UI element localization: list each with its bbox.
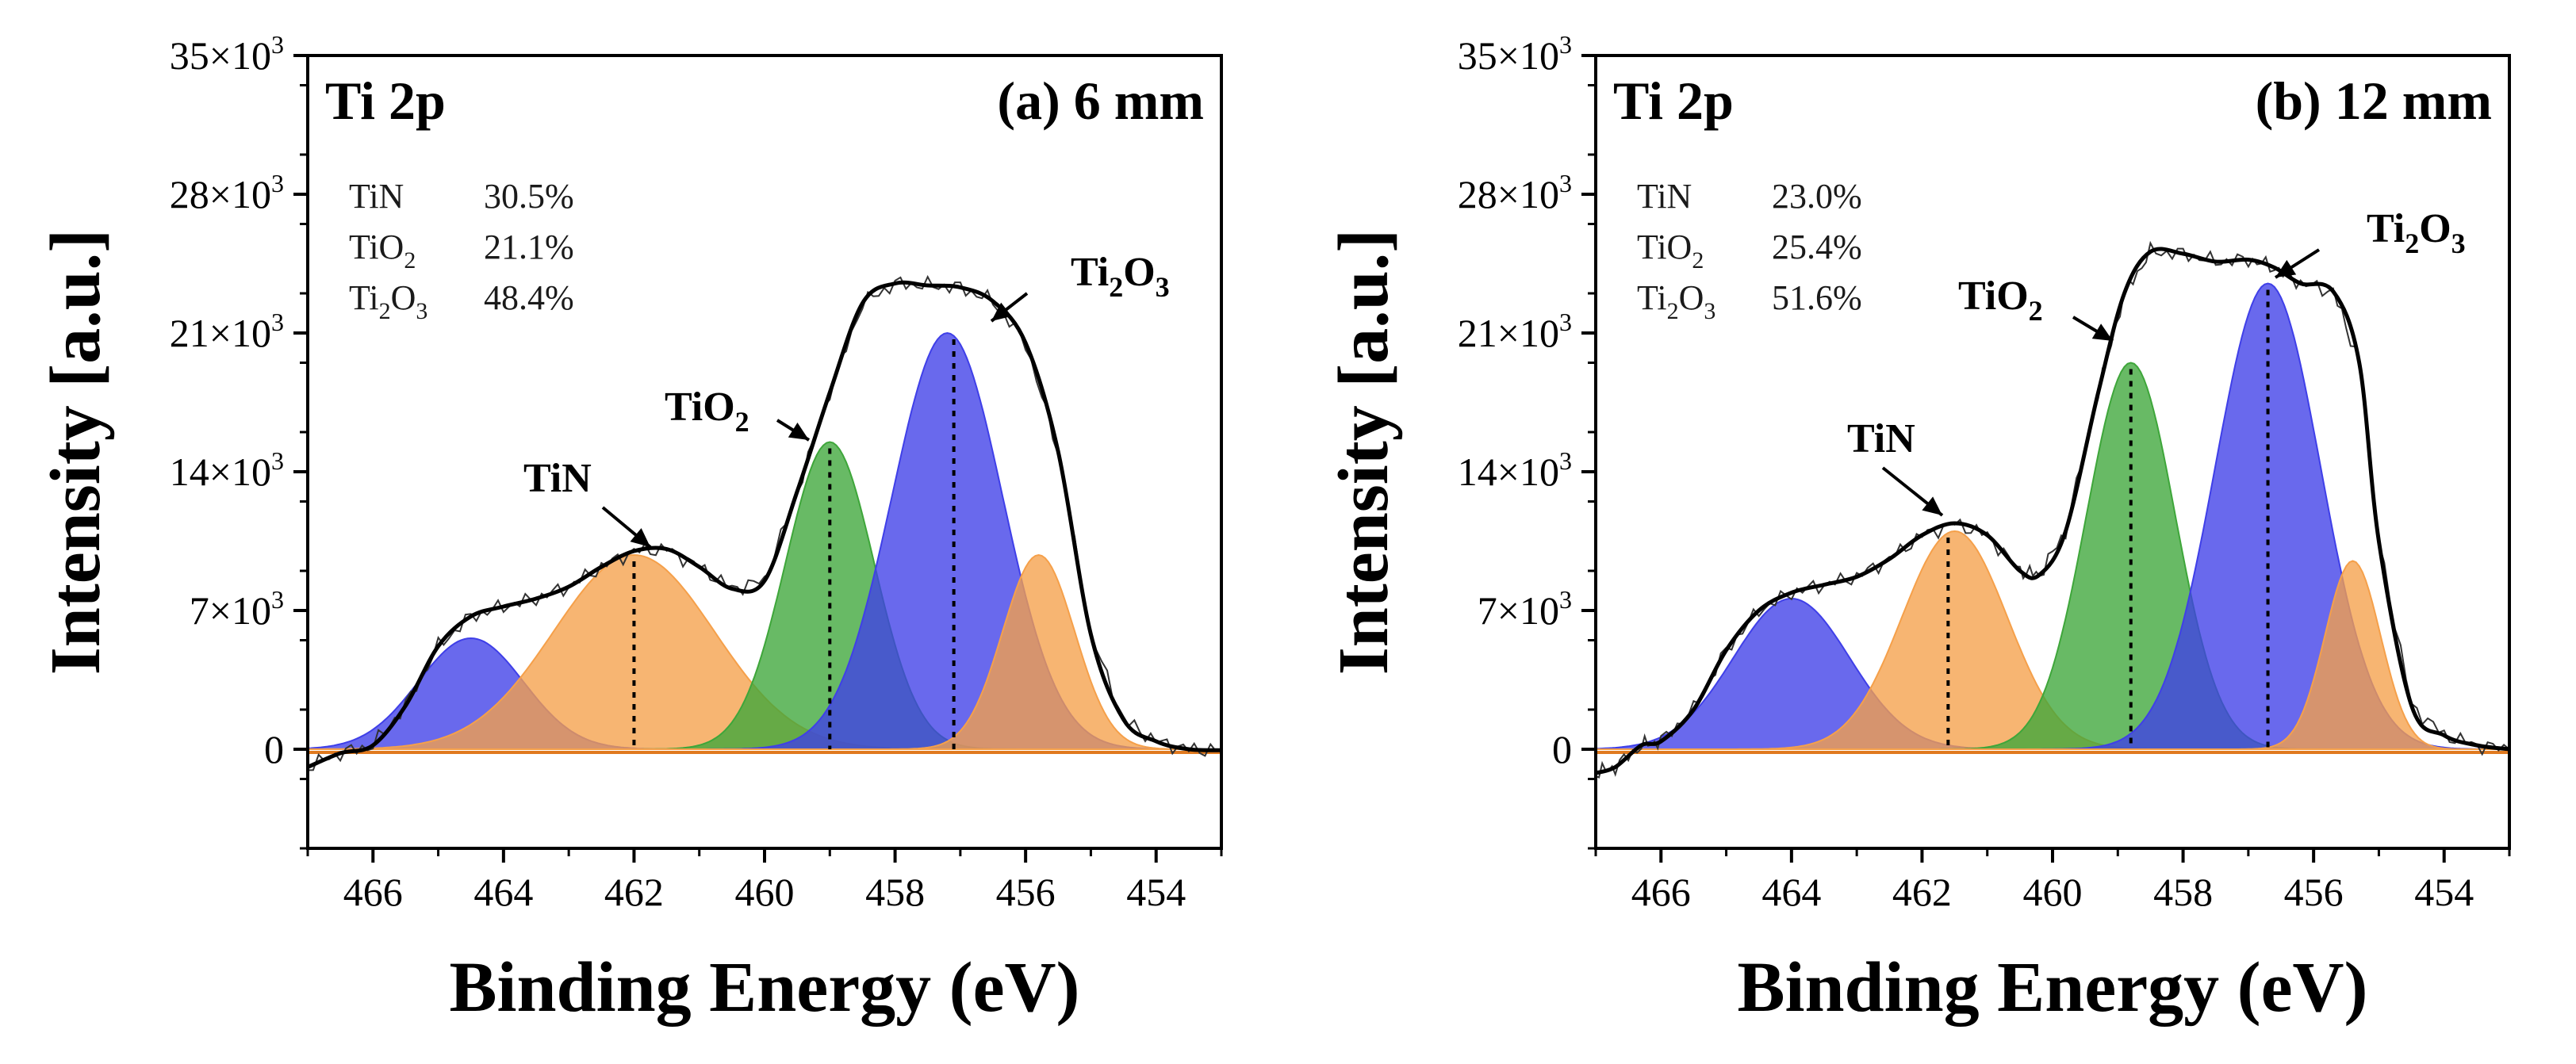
peak-annotation-label: TiN (523, 456, 592, 501)
panel-title: (a) 6 mm (997, 71, 1204, 131)
panel-title: (b) 12 mm (2256, 71, 2492, 131)
y-tick-label: 7×103 (1478, 585, 1572, 633)
legend-component-name: TiN (1637, 177, 1692, 216)
y-tick-label: 7×103 (190, 585, 284, 633)
legend-component-value: 51.6% (1772, 278, 1862, 317)
y-tick-label: 14×103 (1458, 446, 1572, 494)
x-tick-label: 462 (1892, 870, 1952, 914)
legend-component-value: 23.0% (1772, 177, 1862, 216)
y-axis-title: Intensity [a.u.] (1324, 229, 1403, 676)
x-tick-label: 454 (1126, 870, 1186, 914)
y-tick-label: 28×103 (170, 169, 284, 216)
y-tick-label: 28×103 (1458, 169, 1572, 216)
y-tick-label: 14×103 (170, 446, 284, 494)
element-label: Ti 2p (1613, 71, 1734, 131)
legend-component-value: 48.4% (484, 278, 574, 317)
annotation-arrow-head (991, 302, 1012, 321)
peak-annotation-label: Ti2O3 (2367, 206, 2466, 259)
legend-component-value: 21.1% (484, 228, 574, 266)
peak-annotation-label: TiO2 (665, 385, 749, 438)
legend-component-name: TiN (349, 177, 404, 216)
legend-component-name: Ti2O3 (349, 278, 427, 324)
x-tick-label: 458 (865, 870, 925, 914)
x-tick-label: 460 (2023, 870, 2083, 914)
x-tick-label: 460 (735, 870, 795, 914)
x-tick-label: 462 (604, 870, 664, 914)
x-tick-label: 454 (2414, 870, 2474, 914)
x-axis-title: Binding Energy (eV) (449, 948, 1079, 1027)
annotation-arrow-head (2091, 323, 2113, 341)
y-tick-label: 0 (1552, 727, 1572, 771)
legend-component-name: TiO2 (1637, 228, 1704, 274)
y-tick-label: 35×103 (1458, 30, 1572, 78)
y-tick-label: 21×103 (1458, 308, 1572, 355)
peak-tin-2p3-2 (1596, 560, 2509, 750)
annotation-arrow-head (2275, 259, 2297, 277)
annotation-arrow-head (630, 528, 650, 547)
peak-annotation-label: Ti2O3 (1071, 250, 1170, 303)
envelope-fit-line (1596, 247, 2509, 775)
peak-tin-2p3-2 (308, 553, 1221, 750)
y-tick-label: 21×103 (170, 308, 284, 355)
y-tick-label: 0 (264, 727, 284, 771)
x-tick-label: 464 (1761, 870, 1821, 914)
x-axis-title: Binding Energy (eV) (1737, 948, 2367, 1027)
annotation-arrow-head (788, 422, 809, 440)
x-tick-label: 458 (2153, 870, 2213, 914)
x-tick-label: 456 (2284, 870, 2344, 914)
x-tick-label: 464 (473, 870, 533, 914)
element-label: Ti 2p (325, 71, 446, 131)
x-tick-label: 456 (996, 870, 1056, 914)
envelope-fit-line (308, 280, 1221, 769)
annotation-arrow-head (1922, 496, 1942, 515)
chart-panel-a: 466 464 462 460 458 456 454 0 7×103 14×103 21×103 2… (36, 30, 1223, 1027)
x-tick-label: 466 (343, 870, 403, 914)
plot-area (1596, 240, 2509, 779)
y-tick-label: 35×103 (170, 30, 284, 78)
legend-component-name: Ti2O3 (1637, 278, 1715, 324)
peak-annotation-label: TiO2 (1958, 274, 2043, 327)
peak-annotation-label: TiN (1847, 416, 1915, 461)
x-tick-label: 466 (1631, 870, 1691, 914)
legend-component-name: TiO2 (349, 228, 416, 274)
chart-panel-b: 466 464 462 460 458 456 454 0 7×103 14×103 21×103 2… (1324, 30, 2511, 1027)
legend-component-value: 30.5% (484, 177, 574, 216)
legend-component-value: 25.4% (1772, 228, 1862, 266)
y-axis-title: Intensity [a.u.] (36, 229, 115, 676)
plot-area (308, 274, 1221, 771)
